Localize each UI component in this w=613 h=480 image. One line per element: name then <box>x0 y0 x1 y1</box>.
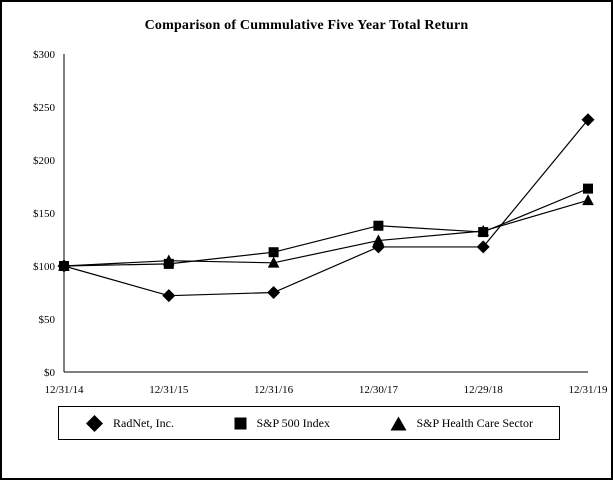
legend-item-healthcare: S&P Health Care Sector <box>390 416 533 431</box>
legend-label-sp500: S&P 500 Index <box>256 415 330 430</box>
svg-text:12/31/19: 12/31/19 <box>568 384 608 396</box>
svg-text:12/29/18: 12/29/18 <box>464 384 504 396</box>
svg-text:$200: $200 <box>33 155 56 167</box>
svg-text:$300: $300 <box>33 49 56 61</box>
legend-label-radnet: RadNet, Inc. <box>113 415 174 430</box>
series-line-2 <box>63 199 589 267</box>
legend-item-radnet: RadNet, Inc. <box>85 414 174 433</box>
diamond-marker-icon <box>86 414 103 432</box>
axes <box>63 54 588 373</box>
square-marker-icon <box>234 417 247 429</box>
svg-text:$0: $0 <box>44 367 56 379</box>
chart-legend: RadNet, Inc. S&P 500 Index S&P Health Ca… <box>58 406 560 440</box>
svg-text:$250: $250 <box>33 102 56 114</box>
svg-text:12/31/16: 12/31/16 <box>254 384 294 396</box>
svg-text:12/31/15: 12/31/15 <box>149 384 189 396</box>
svg-text:$50: $50 <box>39 314 56 326</box>
x-axis-tick-labels: 12/31/14 12/31/15 12/31/16 12/30/17 12/29/18… <box>44 384 608 396</box>
svg-text:$150: $150 <box>33 208 56 220</box>
series-line-1 <box>63 188 589 267</box>
svg-text:12/30/17: 12/30/17 <box>359 384 399 396</box>
series-markers-2 <box>58 194 594 271</box>
triangle-marker-icon <box>390 416 407 430</box>
legend-item-sp500: S&P 500 Index <box>234 416 330 431</box>
svg-text:12/31/14: 12/31/14 <box>44 384 84 396</box>
series-markers-0 <box>57 113 595 303</box>
y-axis-tick-labels: $0 $50 $100 $150 $200 $250 $300 <box>33 49 56 379</box>
series-markers-1 <box>59 183 593 271</box>
legend-label-healthcare: S&P Health Care Sector <box>416 415 533 430</box>
chart-title: Comparison of Cummulative Five Year Tota… <box>144 18 469 33</box>
svg-text:$100: $100 <box>33 261 56 273</box>
series-line-0 <box>63 119 589 297</box>
